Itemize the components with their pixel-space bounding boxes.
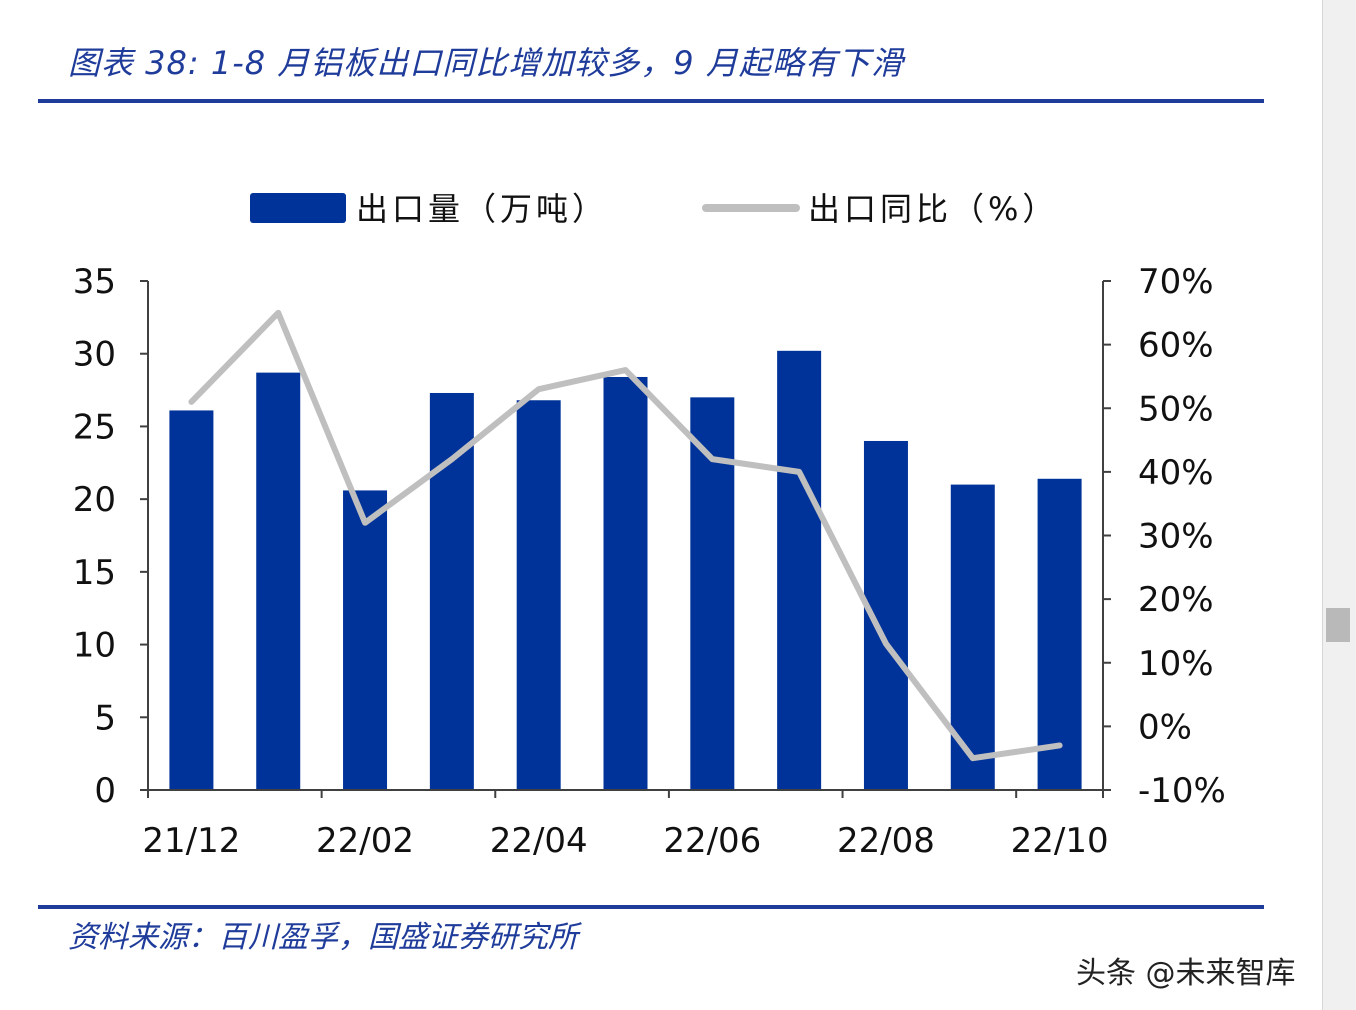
scrollbar-track[interactable] (1322, 0, 1356, 1010)
bar-22-09 (950, 484, 995, 790)
left-tick-label: 25 (73, 407, 116, 447)
left-tick-label: 10 (73, 626, 116, 666)
bar-22-07 (777, 350, 822, 790)
left-tick-label: 35 (73, 262, 116, 302)
right-tick-label: 30% (1138, 517, 1214, 557)
x-tick-label: 21/12 (142, 821, 240, 861)
right-tick-label: -10% (1138, 771, 1226, 811)
right-tick-label: 10% (1138, 644, 1214, 684)
right-tick-label: 0% (1138, 707, 1192, 747)
yoy-line-series (188, 309, 1063, 762)
right-tick-label: 50% (1138, 389, 1214, 429)
bar-22-04 (516, 400, 561, 790)
left-tick-label: 20 (73, 480, 116, 520)
chart-svg: 0 5 10 15 20 25 30 35 -10% 0% 10% 20% 30% 40% 50% 60% 70… (73, 190, 1226, 861)
source-divider (38, 905, 1264, 909)
left-tick-label: 5 (94, 698, 116, 738)
bar-22-01 (256, 372, 301, 790)
bar-22-05 (603, 376, 648, 790)
left-tick-label: 0 (94, 771, 116, 811)
title-divider (38, 99, 1264, 103)
x-tick-label: 22/04 (490, 821, 588, 861)
bar-22-10 (1037, 478, 1082, 790)
left-tick-label: 15 (73, 553, 116, 593)
bar-22-02 (343, 490, 388, 790)
legend-bar-label: 出口量（万吨） (356, 190, 608, 228)
figure-title: 图表 38: 1-8 月铝板出口同比增加较多，9 月起略有下滑 (68, 44, 904, 82)
bar-22-03 (429, 392, 474, 790)
right-tick-label: 40% (1138, 453, 1214, 493)
right-tick-label: 70% (1138, 262, 1214, 302)
x-tick-label: 22/10 (1011, 821, 1109, 861)
legend-bar-swatch (250, 193, 346, 223)
bar-21-12 (169, 410, 214, 790)
legend-line-label: 出口同比（%） (808, 190, 1058, 228)
watermark: 头条 @未来智库 (1076, 956, 1296, 991)
scrollbar-thumb[interactable] (1326, 608, 1350, 642)
x-tick-label: 22/02 (316, 821, 414, 861)
right-tick-label: 60% (1138, 326, 1214, 366)
right-tick-label: 20% (1138, 580, 1214, 620)
x-tick-label: 22/06 (663, 821, 761, 861)
left-tick-label: 30 (73, 335, 116, 375)
x-tick-label: 22/08 (837, 821, 935, 861)
source-note: 资料来源：百川盈孚，国盛证券研究所 (68, 920, 578, 955)
